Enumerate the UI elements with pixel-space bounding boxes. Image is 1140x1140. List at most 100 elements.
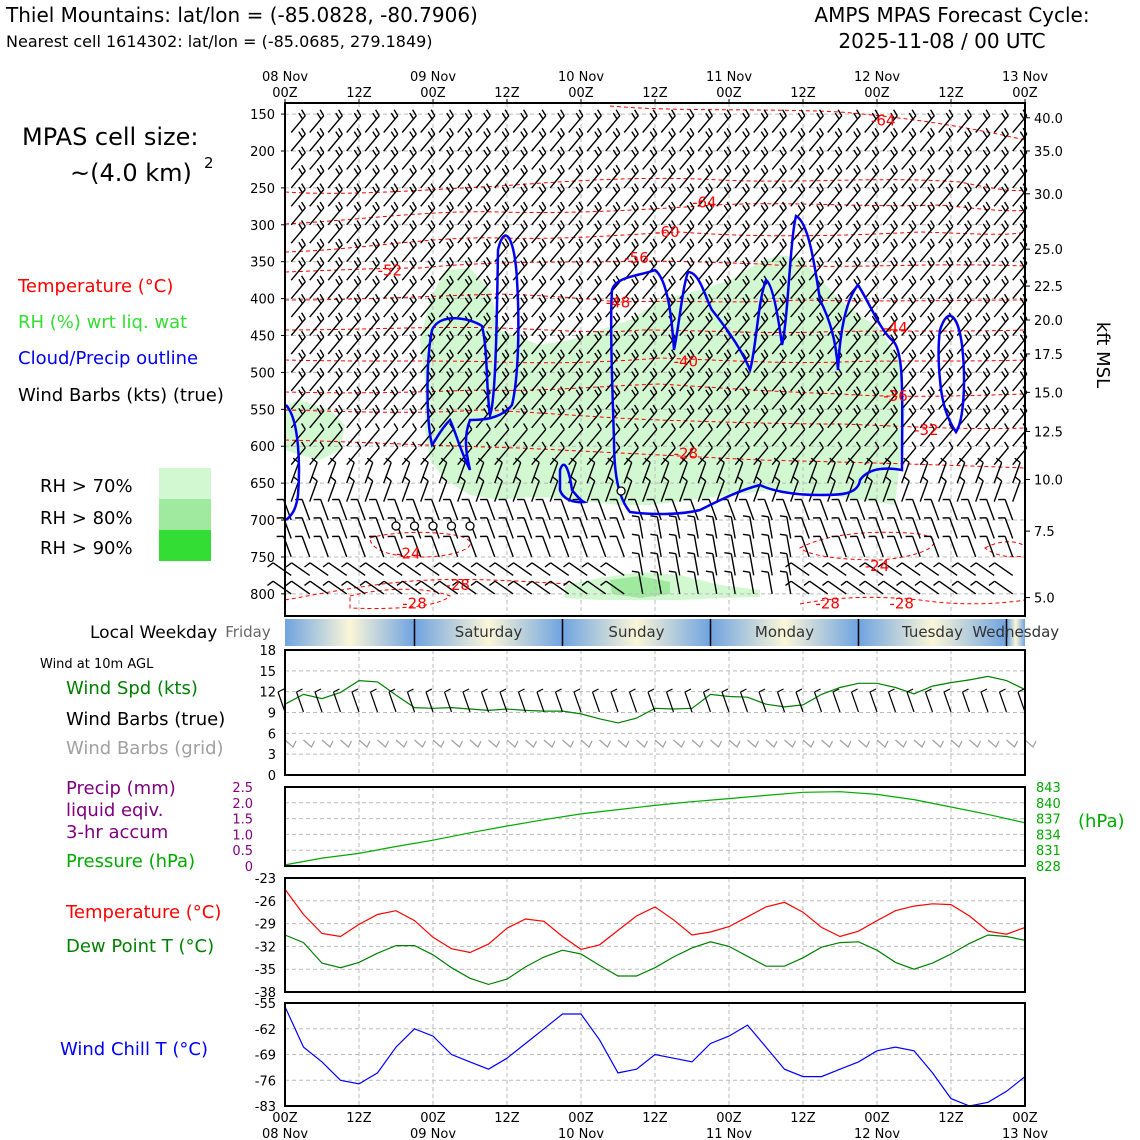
pressure-tick-label: 750	[250, 551, 275, 566]
wind-barb	[549, 404, 565, 429]
wind-barb	[975, 127, 991, 152]
wind-barb	[697, 109, 713, 133]
wind-barb	[475, 275, 491, 300]
wind-barb	[803, 580, 829, 595]
wind-barb	[687, 515, 699, 539]
wind-barb	[498, 535, 514, 558]
wind-barb	[642, 238, 658, 263]
wind-barb	[327, 386, 343, 410]
weekday-name: Monday	[755, 623, 814, 641]
wind-barb	[942, 535, 958, 558]
wind-barb	[864, 349, 880, 373]
precip-tick-label: 0.5	[232, 844, 253, 859]
wind-barb	[771, 367, 787, 392]
wind-barb	[420, 220, 436, 244]
wind-barb	[771, 201, 787, 226]
wind-barb	[420, 293, 436, 318]
wind-barb	[790, 457, 799, 484]
top-day-label: 11 Nov	[706, 70, 752, 85]
top-hour-label: 00Z	[1012, 86, 1038, 101]
wind-barb	[779, 533, 792, 558]
wind-barb	[753, 349, 769, 373]
panel-frame	[284, 877, 1026, 993]
wind-barb	[761, 570, 773, 595]
wind-barb	[734, 201, 750, 226]
bottom-hour-label: 00Z	[568, 1111, 594, 1126]
wind-barb	[415, 580, 440, 595]
wind-barb	[660, 238, 676, 263]
wind-barb	[660, 275, 676, 300]
wind-barb	[716, 164, 732, 189]
weekday-name: Saturday	[455, 623, 523, 641]
wind-barb	[660, 109, 676, 133]
wind-barb	[531, 404, 547, 429]
wind-barb	[346, 457, 355, 484]
height-tick-label: 35.0	[1034, 145, 1063, 160]
pressure-tick-label: 840	[1036, 797, 1061, 812]
wind-barb	[993, 476, 1003, 502]
wind-barb	[901, 367, 917, 392]
wind-barb	[975, 312, 991, 336]
wind-barb	[975, 183, 991, 207]
wind-barb	[975, 164, 991, 189]
surface-wind-barb	[961, 688, 971, 713]
wind-barb	[845, 386, 861, 410]
bottom-day-label: 11 Nov	[706, 1127, 752, 1140]
wind-barb	[290, 330, 306, 355]
grid-wind-barb	[784, 739, 797, 748]
wind-barb	[742, 515, 755, 539]
wind-barb	[383, 146, 399, 170]
wind-barb	[364, 386, 380, 410]
wind-barb	[901, 146, 917, 170]
wind-barb	[387, 535, 403, 558]
wind-barb	[739, 498, 755, 521]
bottom-hour-label: 12Z	[938, 1111, 964, 1126]
wind-barb	[697, 127, 713, 152]
wind-barb	[938, 349, 954, 373]
wind-barb	[295, 535, 311, 558]
temp-contour-label: -24	[865, 557, 890, 575]
wind-barb	[586, 257, 602, 281]
wind-barb	[364, 476, 374, 502]
wind-barb	[901, 423, 917, 447]
wind-barb	[882, 201, 898, 226]
top-hour-label: 12Z	[790, 86, 816, 101]
wind-barb	[905, 535, 921, 558]
y-tick-label: -62	[255, 1023, 276, 1038]
pressure-tick-label: 800	[250, 588, 275, 603]
wind-barb	[457, 146, 473, 170]
y-tick-label: -76	[255, 1074, 276, 1089]
wind-barb	[526, 562, 551, 576]
wind-barb	[568, 109, 584, 133]
wind-barb	[512, 183, 528, 207]
wind-barb	[531, 441, 547, 466]
wind-barb	[679, 404, 695, 429]
wind-barb	[753, 441, 769, 466]
wind-barb	[581, 562, 607, 576]
wind-barb	[790, 441, 806, 466]
precip-tick-label: 2.0	[232, 797, 253, 812]
wind-barb	[332, 535, 348, 558]
wind-barb	[771, 238, 787, 263]
top-day-label: 13 Nov	[1002, 70, 1048, 85]
temp-contour-line	[799, 596, 1026, 605]
wind-barb	[327, 441, 343, 466]
surface-wind-barb	[943, 688, 952, 713]
wind-barb	[919, 367, 935, 392]
wind-barb	[956, 164, 972, 189]
legend-rh80-label: RH > 80%	[40, 508, 133, 529]
precip-tick-label: 1.5	[232, 813, 253, 828]
surface-wind-barb	[517, 688, 527, 713]
cloud-precip-outline	[285, 214, 966, 521]
legend-temp-panel: Temperature (°C)	[65, 902, 221, 923]
y-tick-label: -23	[255, 872, 276, 887]
wind-barb	[341, 580, 366, 595]
wind-barb	[568, 441, 584, 466]
wind-barb	[581, 580, 607, 595]
wind-barb	[882, 349, 898, 373]
surface-wind-barb	[628, 688, 638, 713]
wind-barb	[549, 220, 565, 244]
wind-barb	[845, 109, 861, 133]
wind-barb	[697, 275, 713, 300]
